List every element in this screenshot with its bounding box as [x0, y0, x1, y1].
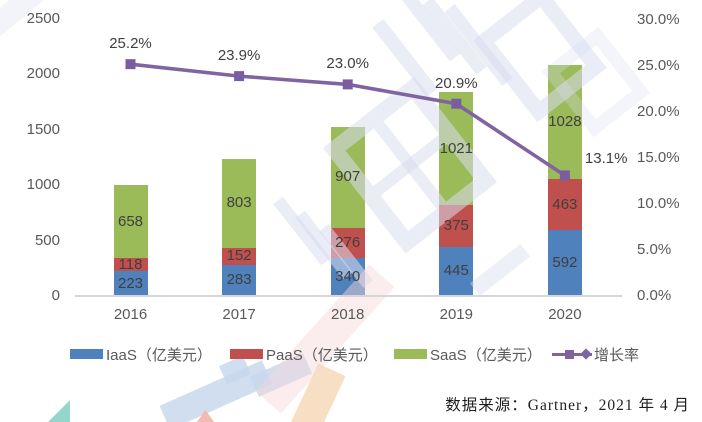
bar-segment-iaas — [547, 230, 582, 296]
legend-item-paas: PaaS（亿美元） — [230, 347, 378, 364]
bar-segment-saas — [547, 65, 582, 180]
x-axis-label: 2017 — [222, 306, 256, 323]
bar-value-label: 283 — [226, 271, 252, 289]
legend-label: PaaS（亿美元） — [266, 346, 378, 364]
source-note: 数据来源：Gartner，2021 年 4 月 — [445, 397, 690, 414]
legend-label: 增长率 — [594, 346, 640, 364]
right-axis-tick: 20.0% — [637, 103, 680, 120]
bar-segment-iaas — [439, 246, 474, 296]
bar-segment-paas — [547, 179, 582, 231]
legend-line-marker-icon — [552, 348, 592, 360]
legend-swatch-icon — [70, 349, 103, 359]
left-axis-tick: 2000 — [26, 65, 60, 83]
line-point-label: 25.2% — [109, 35, 152, 53]
legend-square-marker-icon — [565, 349, 574, 359]
bar-value-label: 1021 — [439, 139, 473, 157]
bar-value-label: 907 — [335, 168, 361, 186]
right-axis-tick: 5.0% — [637, 241, 672, 258]
bar-value-label: 445 — [443, 262, 469, 280]
bar-value-label: 375 — [443, 216, 469, 234]
bar-value-label: 658 — [117, 212, 144, 230]
line-point-label: 23.9% — [217, 47, 261, 65]
bar-value-label: 592 — [552, 254, 578, 272]
left-axis-tick: 1000 — [26, 176, 60, 194]
line-point-label: 23.0% — [326, 55, 369, 73]
right-axis-tick: 10.0% — [637, 195, 680, 212]
right-axis-tick: 15.0% — [637, 149, 680, 166]
bar-value-label: 223 — [117, 274, 144, 292]
x-axis-label: 2020 — [548, 306, 582, 323]
bar-segment-iaas — [113, 271, 148, 296]
bar-segment-saas — [113, 185, 148, 259]
line-point-label: 13.1% — [584, 150, 628, 168]
line-marker — [451, 98, 462, 109]
right-axis-tick: 30.0% — [637, 11, 680, 28]
line-marker — [234, 71, 245, 82]
bar-value-label: 463 — [552, 195, 578, 213]
legend-item-growth-rate: 增长率 — [552, 347, 639, 364]
legend-swatch-icon — [394, 349, 427, 359]
bar-value-label: 118 — [118, 255, 143, 273]
bar-segment-paas — [222, 247, 257, 265]
x-axis-line — [75, 295, 622, 297]
left-axis-tick: 0 — [51, 287, 60, 304]
line-marker — [559, 170, 570, 181]
line-point-label: 20.9% — [435, 74, 478, 92]
bar-value-label: 152 — [226, 247, 252, 265]
bar-value-label: 1028 — [548, 113, 582, 131]
x-axis-label: 2016 — [113, 306, 148, 323]
legend-item-saas: SaaS（亿美元） — [394, 347, 542, 364]
bar-value-label: 803 — [226, 194, 252, 212]
right-axis-tick: 0.0% — [637, 287, 672, 304]
right-axis-tick: 25.0% — [637, 57, 680, 74]
x-axis-label: 2018 — [331, 306, 365, 323]
left-axis-tick: 2500 — [26, 10, 60, 27]
bar-segment-paas — [439, 205, 474, 247]
legend-diamond-marker-icon — [580, 348, 592, 360]
line-marker — [125, 59, 136, 70]
bar-segment-saas — [222, 158, 257, 248]
bar-segment-iaas — [222, 264, 257, 296]
left-axis-tick: 500 — [34, 231, 60, 249]
left-axis-tick: 1500 — [26, 120, 60, 138]
line-marker — [342, 79, 353, 90]
legend-swatch-icon — [230, 349, 263, 359]
legend-label: IaaS（亿美元） — [106, 346, 212, 364]
bar-segment-paas — [113, 258, 148, 272]
legend-item-iaas: IaaS（亿美元） — [70, 347, 212, 364]
x-axis-label: 2019 — [439, 306, 473, 323]
legend-label: SaaS（亿美元） — [430, 346, 542, 364]
